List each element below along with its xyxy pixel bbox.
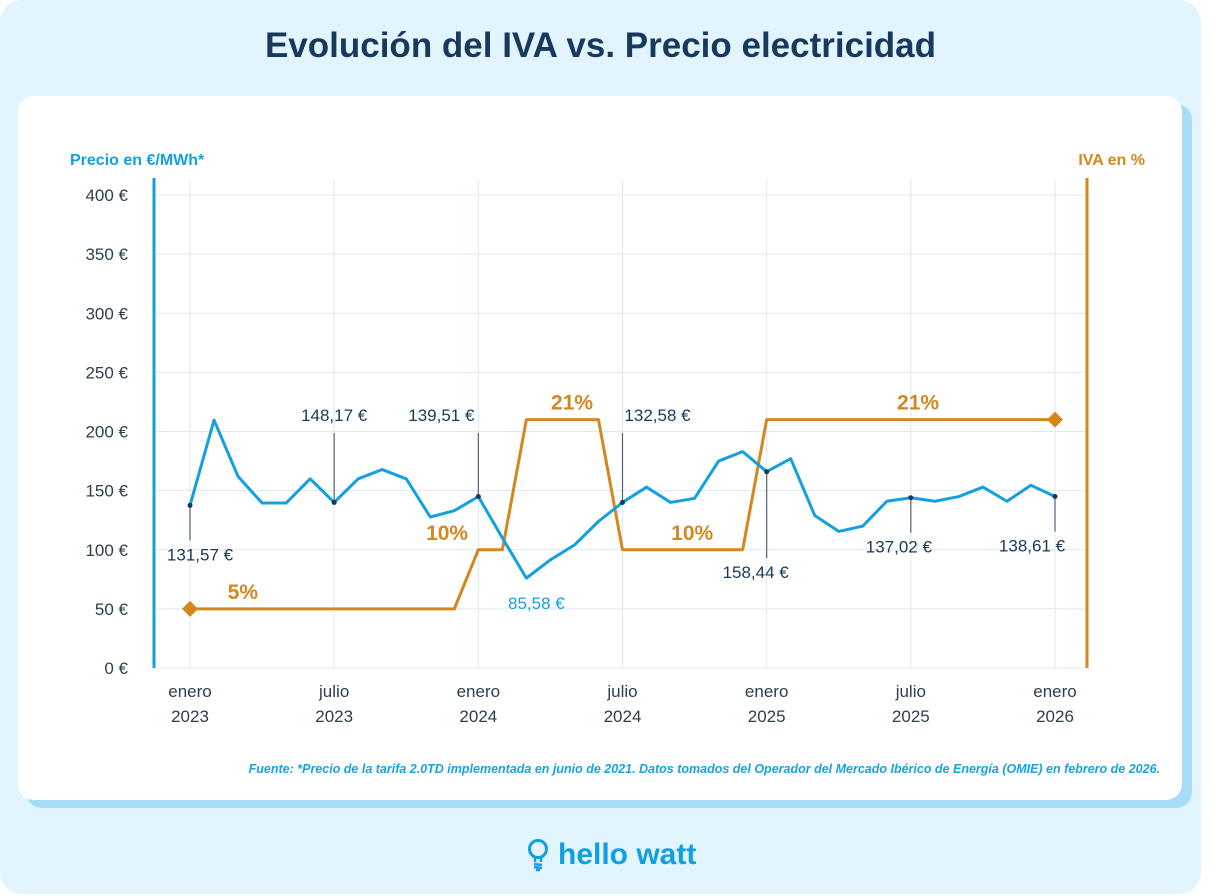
price-point-marker [187,502,193,508]
x-tick-label: 2023 [315,707,353,726]
iva-label: 21% [897,392,939,415]
x-tick-label: 2024 [604,707,642,726]
x-tick-label: enero [168,682,211,701]
right-axis-label: IVA en % [1078,152,1145,169]
iva-endpoint-marker [182,600,198,617]
chart-card [18,96,1182,800]
chart-title: Evolución del IVA vs. Precio electricida… [264,26,937,65]
x-tick-label: 2025 [892,707,930,726]
logo: hello watt [526,838,696,872]
x-tick-label: 2024 [459,707,497,726]
x-tick-label: 2023 [171,707,209,726]
price-annotation: 132,58 € [624,406,691,425]
price-annotation: 131,57 € [167,545,234,564]
price-annotation: 158,44 € [723,563,790,582]
source-note: Fuente: *Precio de la tarifa 2.0TD imple… [248,762,1160,776]
y-tick-label: 150 € [85,482,128,501]
y-tick-label: 400 € [85,186,128,205]
x-tick-label: 2025 [748,707,786,726]
x-tick-label: julio [318,682,349,701]
y-tick-label: 250 € [85,363,128,382]
price-point-marker [908,495,914,501]
y-tick-label: 350 € [85,245,128,264]
iva-line [190,418,1055,611]
x-tick-label: julio [606,682,637,701]
x-tick-label: enero [745,682,788,701]
x-tick-label: enero [457,682,500,701]
logo-text: hello watt [558,838,697,871]
price-annotation: 139,51 € [408,406,475,425]
price-point-marker [764,469,770,475]
y-tick-label: 0 € [104,659,128,678]
y-tick-label: 100 € [85,541,128,560]
y-tick-label: 200 € [85,423,128,442]
price-annotation: 138,61 € [999,537,1066,556]
y-tick-label: 300 € [85,304,128,323]
x-tick-label: enero [1033,682,1076,701]
price-point-marker [620,499,625,505]
iva-label: 5% [228,581,259,604]
iva-label: 10% [426,522,468,545]
price-point-marker [475,494,481,500]
y-tick-label: 50 € [95,600,129,619]
price-annotation: 137,02 € [866,538,933,557]
iva-label: 21% [551,392,593,415]
iva-label: 10% [671,522,713,545]
price-point-marker [331,499,337,505]
price-annotation: 148,17 € [301,406,368,425]
price-point-marker [1052,494,1058,500]
x-tick-label: 2026 [1036,707,1074,726]
x-tick-label: julio [895,682,926,701]
lightbulb-icon [528,839,548,872]
iva-endpoint-marker [1047,411,1063,428]
price-annotation: 85,58 € [508,594,565,613]
left-axis-label: Precio en €/MWh* [70,152,205,169]
